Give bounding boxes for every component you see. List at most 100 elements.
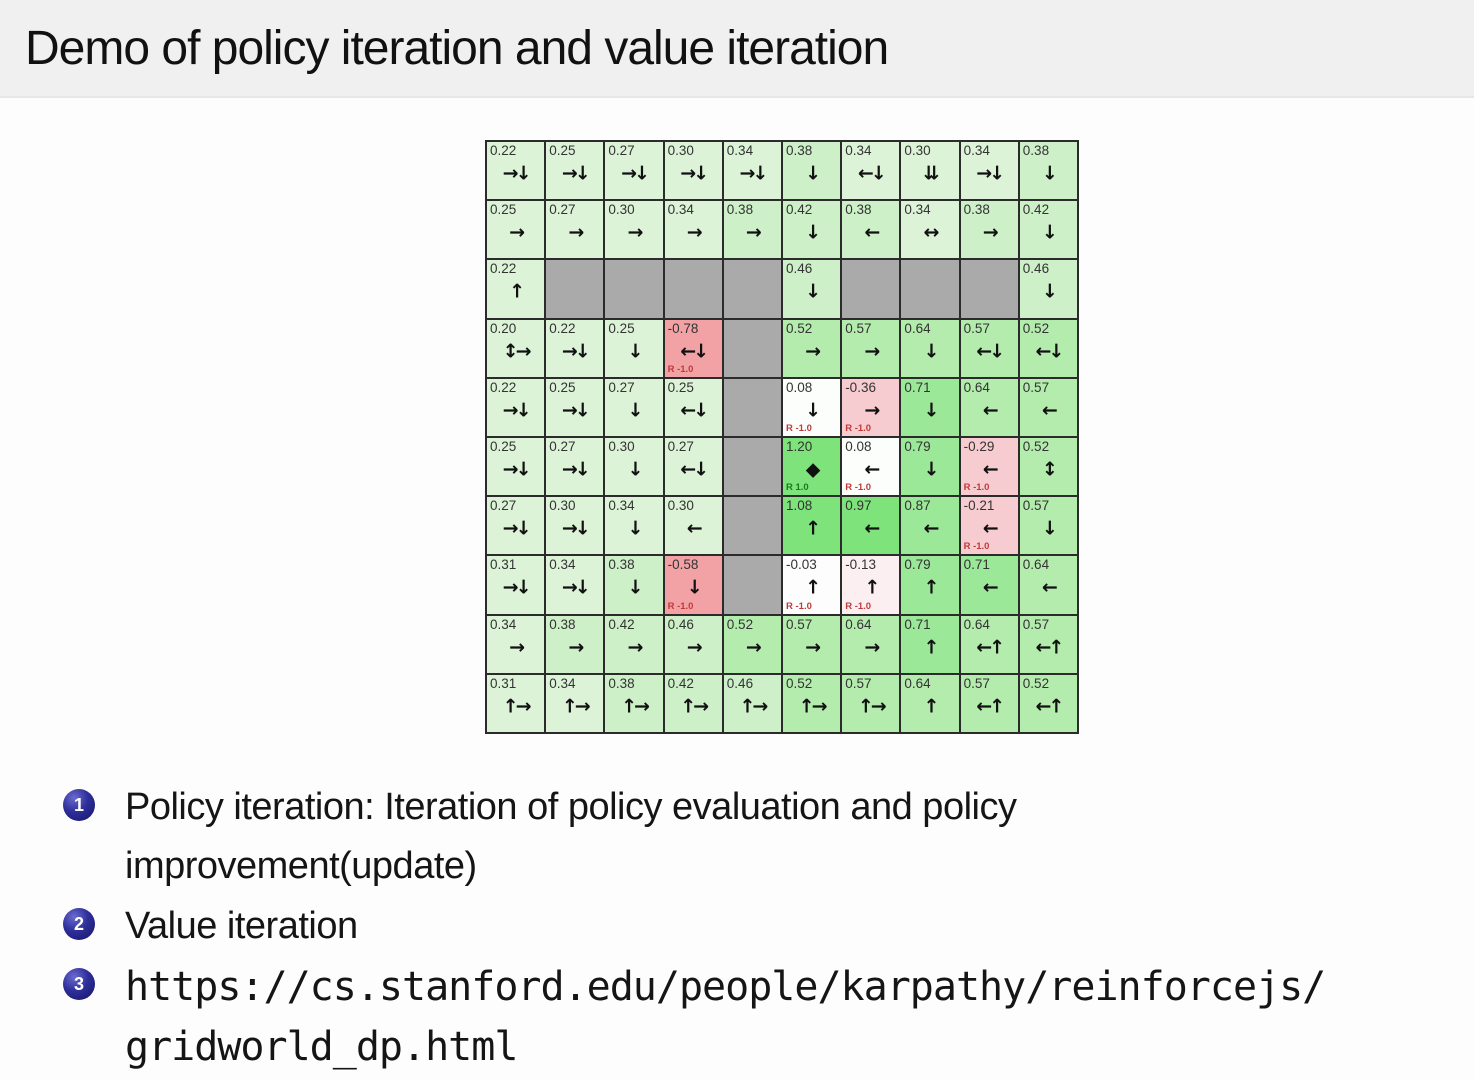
- grid-cell: 0.22 →↓: [486, 141, 546, 201]
- policy-arrow-icon: ↓: [805, 399, 821, 422]
- policy-arrow-icon: →↓: [502, 576, 532, 599]
- grid-cell: 0.57 ↑→: [841, 673, 901, 733]
- policy-arrow-icon: →: [627, 221, 644, 244]
- cell-value: 0.38: [608, 675, 635, 691]
- grid-cell: 0.25 →: [486, 200, 546, 260]
- cell-value: 0.34: [726, 143, 754, 158]
- cell-value: 0.22: [490, 261, 517, 277]
- policy-arrow-icon: ↕: [1041, 458, 1058, 481]
- cell-value: 0.71: [963, 557, 990, 573]
- grid-cell: 0.27 →: [545, 200, 605, 260]
- policy-arrow-icon: →↓: [561, 340, 591, 363]
- grid-cell: 0.38 ↓: [1018, 141, 1078, 201]
- cell-value: 0.38: [845, 202, 872, 218]
- goal-diamond-icon: ◆: [805, 458, 821, 481]
- policy-arrow-icon: ←↓: [680, 458, 709, 481]
- cell-value: 0.30: [667, 498, 694, 514]
- cell-value: 0.38: [726, 202, 754, 218]
- grid-cell: 0.42 ↓: [1018, 200, 1078, 260]
- cell-value: 0.08: [786, 379, 813, 395]
- bullet-badge-2: 2: [63, 908, 95, 940]
- grid-cell: 0.08 ← R -1.0: [841, 437, 901, 497]
- cell-value: 0.25: [549, 143, 576, 158]
- grid-cell: 0.57 →: [841, 318, 901, 378]
- grid-cell: 0.57 ←↑: [959, 673, 1019, 733]
- cell-value: 0.46: [667, 616, 694, 632]
- wall-cell: [722, 259, 782, 319]
- cell-value: 0.42: [608, 616, 635, 632]
- cell-value: -0.21: [963, 498, 995, 514]
- grid-cell: 0.22 ↑: [486, 259, 546, 319]
- policy-arrow-icon: →: [982, 221, 999, 244]
- cell-value: 0.42: [1022, 202, 1050, 218]
- policy-arrow-icon: →↓: [561, 517, 591, 540]
- cell-value: 0.27: [549, 439, 576, 454]
- grid-cell: 0.57 ↓: [1018, 496, 1078, 556]
- policy-arrow-icon: →↓: [621, 162, 650, 185]
- reward-label: R -1.0: [845, 423, 872, 434]
- wall-cell: [722, 318, 782, 378]
- bullet-text: Value iteration: [125, 905, 358, 947]
- grid-cell: 0.25 →↓: [545, 377, 605, 437]
- grid-cell: 0.46 ↑→: [722, 673, 782, 733]
- grid-cell: 0.46 →: [663, 614, 723, 674]
- cell-value: 0.20: [490, 320, 517, 336]
- reward-label: R -1.0: [845, 600, 872, 612]
- bullet-item-1: 1 Policy iteration: Iteration of policy …: [63, 778, 1453, 896]
- cell-value: 0.64: [1022, 557, 1050, 573]
- policy-arrow-icon: ↓: [627, 458, 644, 481]
- policy-arrow-icon: ←↓: [857, 162, 887, 185]
- bullet-list: 1 Policy iteration: Iteration of policy …: [63, 778, 1453, 1078]
- policy-arrow-icon: ↓: [805, 280, 821, 303]
- cell-value: 0.30: [608, 439, 635, 454]
- grid-cell: 0.30 ←: [663, 496, 723, 556]
- cell-value: 0.57: [1022, 616, 1050, 632]
- policy-arrow-icon: ←: [982, 458, 999, 481]
- grid-cell: 1.20 ◆ R 1.0: [782, 437, 842, 497]
- cell-value: 0.42: [786, 202, 813, 218]
- grid-cell: 0.30 →: [604, 200, 664, 260]
- url-link[interactable]: gridworld_dp.html: [125, 1024, 518, 1070]
- grid-cell: 0.34 →: [663, 200, 723, 260]
- grid-cell: 0.34 →↓: [722, 141, 782, 201]
- url-link[interactable]: https://cs.stanford.edu/people/karpathy/…: [125, 964, 1326, 1010]
- bullet-badge-1: 1: [63, 789, 95, 821]
- wall-cell: [722, 496, 782, 556]
- grid-cell: 0.34 →↓: [959, 141, 1019, 201]
- reward-label: R -1.0: [963, 482, 990, 494]
- policy-arrow-icon: ←↑: [976, 636, 1005, 659]
- cell-value: 0.87: [904, 498, 931, 514]
- policy-arrow-icon: ↑: [805, 576, 821, 599]
- policy-arrow-icon: →: [745, 636, 762, 659]
- cell-value: 0.34: [608, 498, 635, 514]
- policy-arrow-icon: ↑→: [680, 695, 709, 718]
- cell-value: 0.46: [1022, 261, 1050, 277]
- grid-cell: -0.58 ↓ R -1.0: [663, 555, 723, 615]
- grid-cell: 0.38 →: [722, 200, 782, 260]
- grid-cell: 0.34 ←↓: [841, 141, 901, 201]
- cell-value: -0.29: [963, 439, 995, 454]
- grid-cell: 0.64 ↑: [900, 673, 960, 733]
- cell-value: 0.38: [549, 616, 576, 632]
- policy-arrow-icon: ↑: [509, 280, 525, 303]
- grid-cell: 0.34 ↓: [604, 496, 664, 556]
- gridworld-grid: 0.22 →↓ 0.25 →↓ 0.27 →↓ 0.30 →↓ 0.34 →↓ 0.38 ↓ 0.34 ←…: [485, 140, 1079, 734]
- policy-arrow-icon: →: [686, 221, 703, 244]
- cell-value: 0.64: [963, 379, 990, 395]
- policy-arrow-icon: ↓: [627, 576, 644, 599]
- grid-cell: 0.25 →↓: [545, 141, 605, 201]
- cell-value: 0.52: [1022, 439, 1050, 454]
- policy-arrow-icon: ↓: [1041, 221, 1058, 244]
- policy-arrow-icon: →: [864, 399, 880, 422]
- grid-cell: -0.13 ↑ R -1.0: [841, 555, 901, 615]
- cell-value: 0.46: [726, 675, 754, 691]
- grid-cell: 0.31 →↓: [486, 555, 546, 615]
- policy-arrow-icon: ↓: [1041, 280, 1058, 303]
- policy-arrow-icon: ↓: [923, 399, 940, 422]
- cell-value: 0.57: [1022, 379, 1050, 395]
- grid-cell: 0.52 ↕: [1018, 437, 1078, 497]
- grid-cell: 0.27 →↓: [604, 141, 664, 201]
- grid-cell: 0.30 →↓: [545, 496, 605, 556]
- policy-arrow-icon: →↓: [502, 517, 532, 540]
- bullet-item-2: 2 Value iteration: [63, 897, 1453, 956]
